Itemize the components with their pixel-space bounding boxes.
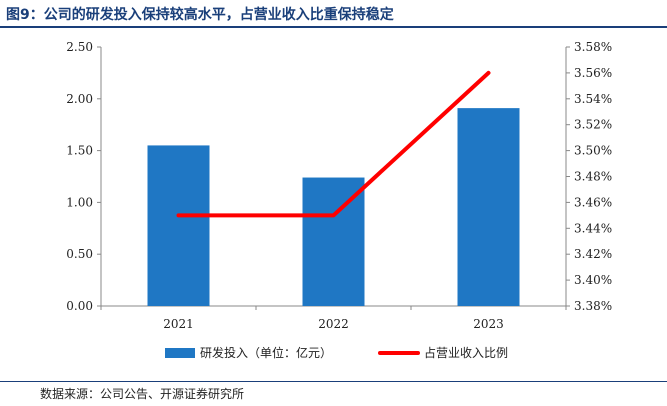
chart: 0.00 0.50 1.00 1.50 2.00 2.50 3.38% 3.40% 3.42% 3…	[66, 40, 612, 360]
bar	[147, 145, 210, 306]
y-right-tick-label: 3.54%	[574, 92, 612, 106]
bar-series	[147, 108, 520, 307]
y-right-tick-label: 3.46%	[574, 195, 612, 209]
x-tick-label: 2023	[473, 317, 504, 331]
y-right-tick-label: 3.50%	[574, 144, 612, 158]
y-right-tick-label: 3.42%	[574, 247, 612, 261]
bar	[457, 108, 520, 307]
y-left-tick-label: 1.50	[66, 144, 93, 158]
line-series	[176, 70, 491, 218]
y-right-tick-label: 3.38%	[574, 299, 612, 313]
y-right-tick-label: 3.58%	[574, 40, 612, 54]
y-left-tick-label: 0.00	[66, 299, 93, 313]
legend-swatch-bar	[165, 348, 195, 358]
series-line	[176, 70, 491, 218]
x-tick-label: 2021	[163, 317, 194, 331]
y-left-tick-label: 0.50	[66, 247, 93, 261]
source-divider	[0, 381, 667, 382]
y-right-tick-label: 3.52%	[574, 118, 612, 132]
legend-label-line: 占营业收入比例	[424, 345, 508, 360]
chart-title: 图9：公司的研发投入保持较高水平，占营业收入比重保持稳定	[6, 7, 394, 23]
y-right-tick-label: 3.40%	[574, 273, 612, 287]
legend: 研发投入（单位：亿元） 占营业收入比例	[165, 345, 508, 360]
title-divider	[0, 26, 667, 28]
y-left-tick-label: 2.50	[66, 40, 93, 54]
y-left-tick-label: 1.00	[66, 195, 93, 209]
x-tick-label: 2022	[318, 317, 349, 331]
y-right-tick-label: 3.48%	[574, 170, 612, 184]
source-note: 数据来源：公司公告、开源证券研究所	[40, 387, 245, 401]
y-right-tick-label: 3.44%	[574, 221, 612, 235]
chart-axes: 0.00 0.50 1.00 1.50 2.00 2.50 3.38% 3.40% 3.42% 3…	[66, 40, 612, 331]
y-right-tick-label: 3.56%	[574, 66, 612, 80]
legend-label-bar: 研发投入（单位：亿元）	[200, 345, 332, 360]
y-left-tick-label: 2.00	[66, 92, 93, 106]
